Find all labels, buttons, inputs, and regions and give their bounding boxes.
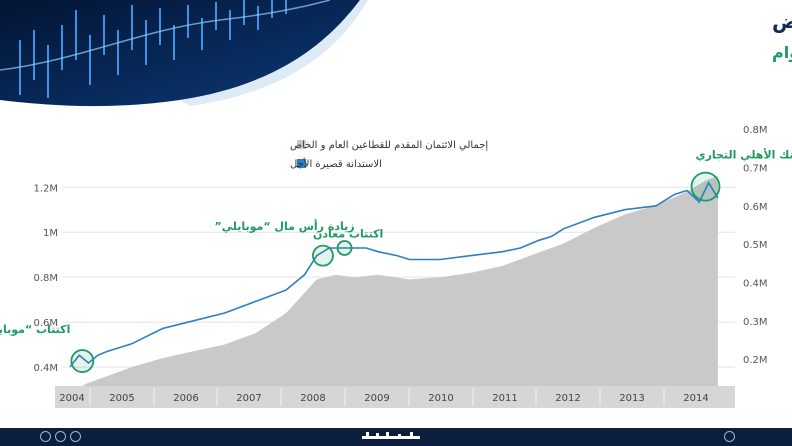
y-right-tick-label: 0.7M xyxy=(743,163,768,174)
banner-candlestick-pattern xyxy=(19,0,287,98)
y-left-tick-label: 1M xyxy=(43,228,58,239)
x-tick-label: 2011 xyxy=(492,393,517,404)
x-tick-label: 2013 xyxy=(619,393,644,404)
y-right-tick-label: 0.4M xyxy=(743,278,768,289)
y-left-tick-label: 0.4M xyxy=(33,363,58,374)
annotation-circle xyxy=(312,244,334,267)
total-credit-area xyxy=(70,176,718,392)
annotation-circle xyxy=(690,171,721,202)
footer-site-icon[interactable] xyxy=(724,431,735,442)
footer-logo xyxy=(362,432,420,439)
y-right-tick-label: 0.5M xyxy=(743,240,768,251)
annotation-circle xyxy=(70,349,95,373)
y-right-tick-label: 0.2M xyxy=(743,355,768,366)
x-tick-label: 2014 xyxy=(683,393,708,404)
facebook-icon[interactable] xyxy=(55,431,66,442)
y-right-tick-label: 0.3M xyxy=(743,317,768,328)
instagram-icon[interactable] xyxy=(40,431,51,442)
twitter-icon[interactable] xyxy=(70,431,81,442)
legend-swatch xyxy=(297,140,306,149)
x-tick-label: 2010 xyxy=(428,393,453,404)
annotation-label: اكتتاب البنك الأهلي التجاري xyxy=(696,148,792,162)
x-tick-label: 2009 xyxy=(364,393,389,404)
legend-swatch xyxy=(297,159,306,168)
x-tick-label: 2008 xyxy=(300,393,325,404)
header-banner xyxy=(0,0,368,107)
x-tick-label: 2004 xyxy=(59,393,84,404)
page-title: الارتفاعات المؤقتة لأحجام القروض xyxy=(772,8,792,33)
y-axis-left: 0.4M 0.6M 0.8M 1M 1.2M xyxy=(33,183,58,374)
y-axis-right: 0.2M 0.3M 0.4M 0.5M 0.6M 0.7M 0.8M xyxy=(743,125,768,366)
x-tick-label: 2007 xyxy=(236,393,261,404)
y-left-tick-label: 1.2M xyxy=(33,183,58,194)
footer-bar xyxy=(0,428,792,446)
y-right-tick-label: 0.6M xyxy=(743,202,768,213)
short-term-debt-line xyxy=(69,181,719,368)
x-tick-label: 2005 xyxy=(109,393,134,404)
page-subtitle: قصيرة الأجل مع الاكتتابات خلال 10 أعوام xyxy=(772,42,792,62)
legend-label: الاستدانة قصيرة الأجل xyxy=(290,157,382,170)
x-tick-label: 2012 xyxy=(555,393,580,404)
annotation-label: اكتتاب معادن xyxy=(313,228,383,241)
annotation-label: زيادة رأس مال “موبايلي” xyxy=(214,219,354,233)
y-right-tick-label: 0.8M xyxy=(743,125,768,136)
y-left-tick-label: 0.6M xyxy=(33,318,58,329)
x-axis-band xyxy=(55,386,735,408)
annotation-circle xyxy=(336,240,353,256)
x-axis: 2004 2005 2006 2007 2008 2009 2010 2011 2012 2013… xyxy=(59,388,709,406)
x-tick-label: 2006 xyxy=(173,393,198,404)
chart-legend: إجمالي الائتمان المقدم للقطاعين العام و … xyxy=(290,140,488,170)
y-left-tick-label: 0.8M xyxy=(33,273,58,284)
banner-glow-line xyxy=(0,0,331,71)
annotation-label: اكتتاب “موبايلي” xyxy=(0,323,70,336)
legend-label: إجمالي الائتمان المقدم للقطاعين العام و … xyxy=(290,140,488,151)
